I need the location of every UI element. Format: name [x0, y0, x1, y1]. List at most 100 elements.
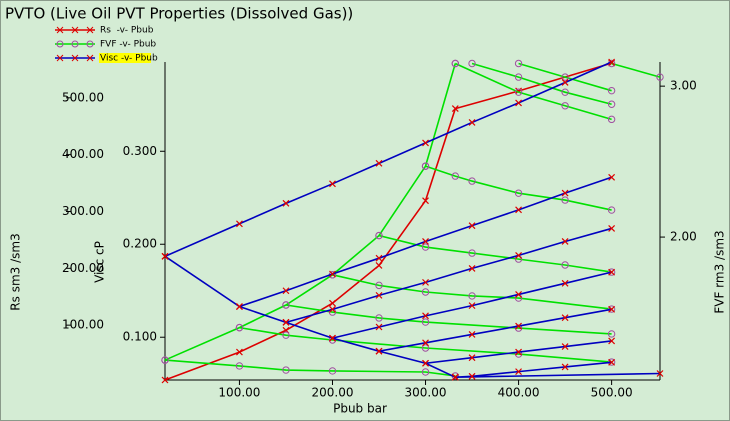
- y-tick-label: 300.00: [62, 204, 104, 218]
- point: [656, 73, 664, 81]
- legend-label: FVF -v- Pbub: [100, 40, 156, 50]
- point: [515, 206, 522, 214]
- point: [561, 189, 569, 197]
- point: [607, 305, 616, 313]
- legend-marker: [71, 26, 79, 34]
- y-tick-label: 500.00: [62, 90, 104, 104]
- point: [422, 312, 429, 320]
- point: [161, 376, 169, 384]
- x-tick-label: 500.00: [591, 386, 633, 400]
- x-tick-label: 100.00: [218, 386, 260, 400]
- point: [608, 58, 616, 66]
- point: [515, 99, 522, 107]
- point: [375, 159, 383, 167]
- point: [282, 287, 290, 295]
- legend-label: Visc -v- Pbub: [100, 54, 158, 64]
- point: [282, 301, 290, 309]
- x-tick-label: 200.00: [311, 386, 353, 400]
- point: [235, 362, 244, 370]
- legend-label: Rs -v- Pbub: [100, 26, 154, 36]
- point: [375, 291, 383, 299]
- legend-marker: [71, 40, 79, 48]
- y3-tick-label: 0.200: [123, 237, 157, 251]
- point: [468, 302, 476, 310]
- point: [421, 288, 430, 296]
- legend-highlight: [99, 53, 151, 63]
- legend-marker: [71, 54, 79, 62]
- point: [468, 331, 476, 338]
- point: [282, 318, 290, 326]
- y3-tick-label: 0.300: [123, 144, 157, 158]
- point: [421, 318, 430, 326]
- legend-marker: [86, 40, 94, 48]
- point: [375, 323, 383, 331]
- point: [514, 73, 523, 81]
- y2-axis-label: FVF rm3 /sm3: [713, 230, 727, 313]
- point: [468, 119, 476, 126]
- point: [328, 336, 337, 344]
- point: [451, 373, 459, 381]
- point: [607, 115, 616, 124]
- point: [468, 249, 476, 257]
- point: [375, 281, 383, 290]
- point: [561, 196, 569, 204]
- point: [422, 238, 429, 245]
- point: [282, 331, 290, 339]
- point: [468, 292, 476, 300]
- point: [607, 100, 616, 108]
- point: [607, 330, 616, 338]
- legend-marker: [86, 54, 94, 62]
- point: [607, 206, 616, 214]
- point: [561, 88, 569, 96]
- point: [329, 270, 336, 278]
- point: [329, 299, 336, 307]
- point: [561, 261, 569, 269]
- point: [608, 305, 616, 313]
- point: [515, 368, 522, 376]
- legend-marker: [56, 26, 64, 34]
- point: [656, 370, 664, 377]
- point: [236, 220, 243, 228]
- point: [561, 102, 569, 110]
- point: [422, 197, 429, 205]
- point: [421, 243, 430, 251]
- point: [375, 262, 383, 269]
- point: [514, 350, 523, 358]
- y-tick-label: 100.00: [62, 318, 104, 332]
- legend-marker: [86, 26, 94, 34]
- x-axis-label: Pbub bar: [333, 402, 387, 416]
- point: [468, 264, 476, 272]
- point: [161, 252, 169, 260]
- point: [514, 59, 523, 68]
- y3-tick-label: 0.100: [123, 330, 157, 344]
- point: [561, 238, 569, 245]
- point: [375, 231, 383, 240]
- point: [421, 162, 430, 170]
- chart-title: PVTO (Live Oil PVT Properties (Dissolved…: [5, 5, 353, 23]
- point: [514, 189, 523, 197]
- point: [561, 363, 569, 371]
- point: [561, 279, 569, 287]
- point: [422, 278, 429, 286]
- point: [375, 254, 383, 262]
- point: [236, 303, 243, 310]
- point: [329, 180, 336, 188]
- y-axis-label: Rs sm3 /sm3: [9, 233, 23, 310]
- y2-tick-label: 2.00: [670, 230, 697, 244]
- point: [451, 59, 460, 68]
- point: [608, 173, 616, 181]
- point: [422, 359, 429, 367]
- point: [608, 358, 616, 366]
- point: [282, 366, 290, 374]
- point: [514, 88, 523, 96]
- point: [468, 372, 476, 380]
- point: [329, 334, 336, 342]
- point: [515, 348, 522, 356]
- point: [422, 339, 429, 347]
- point: [375, 314, 383, 322]
- point: [514, 324, 523, 332]
- point: [561, 343, 569, 350]
- point: [451, 105, 459, 113]
